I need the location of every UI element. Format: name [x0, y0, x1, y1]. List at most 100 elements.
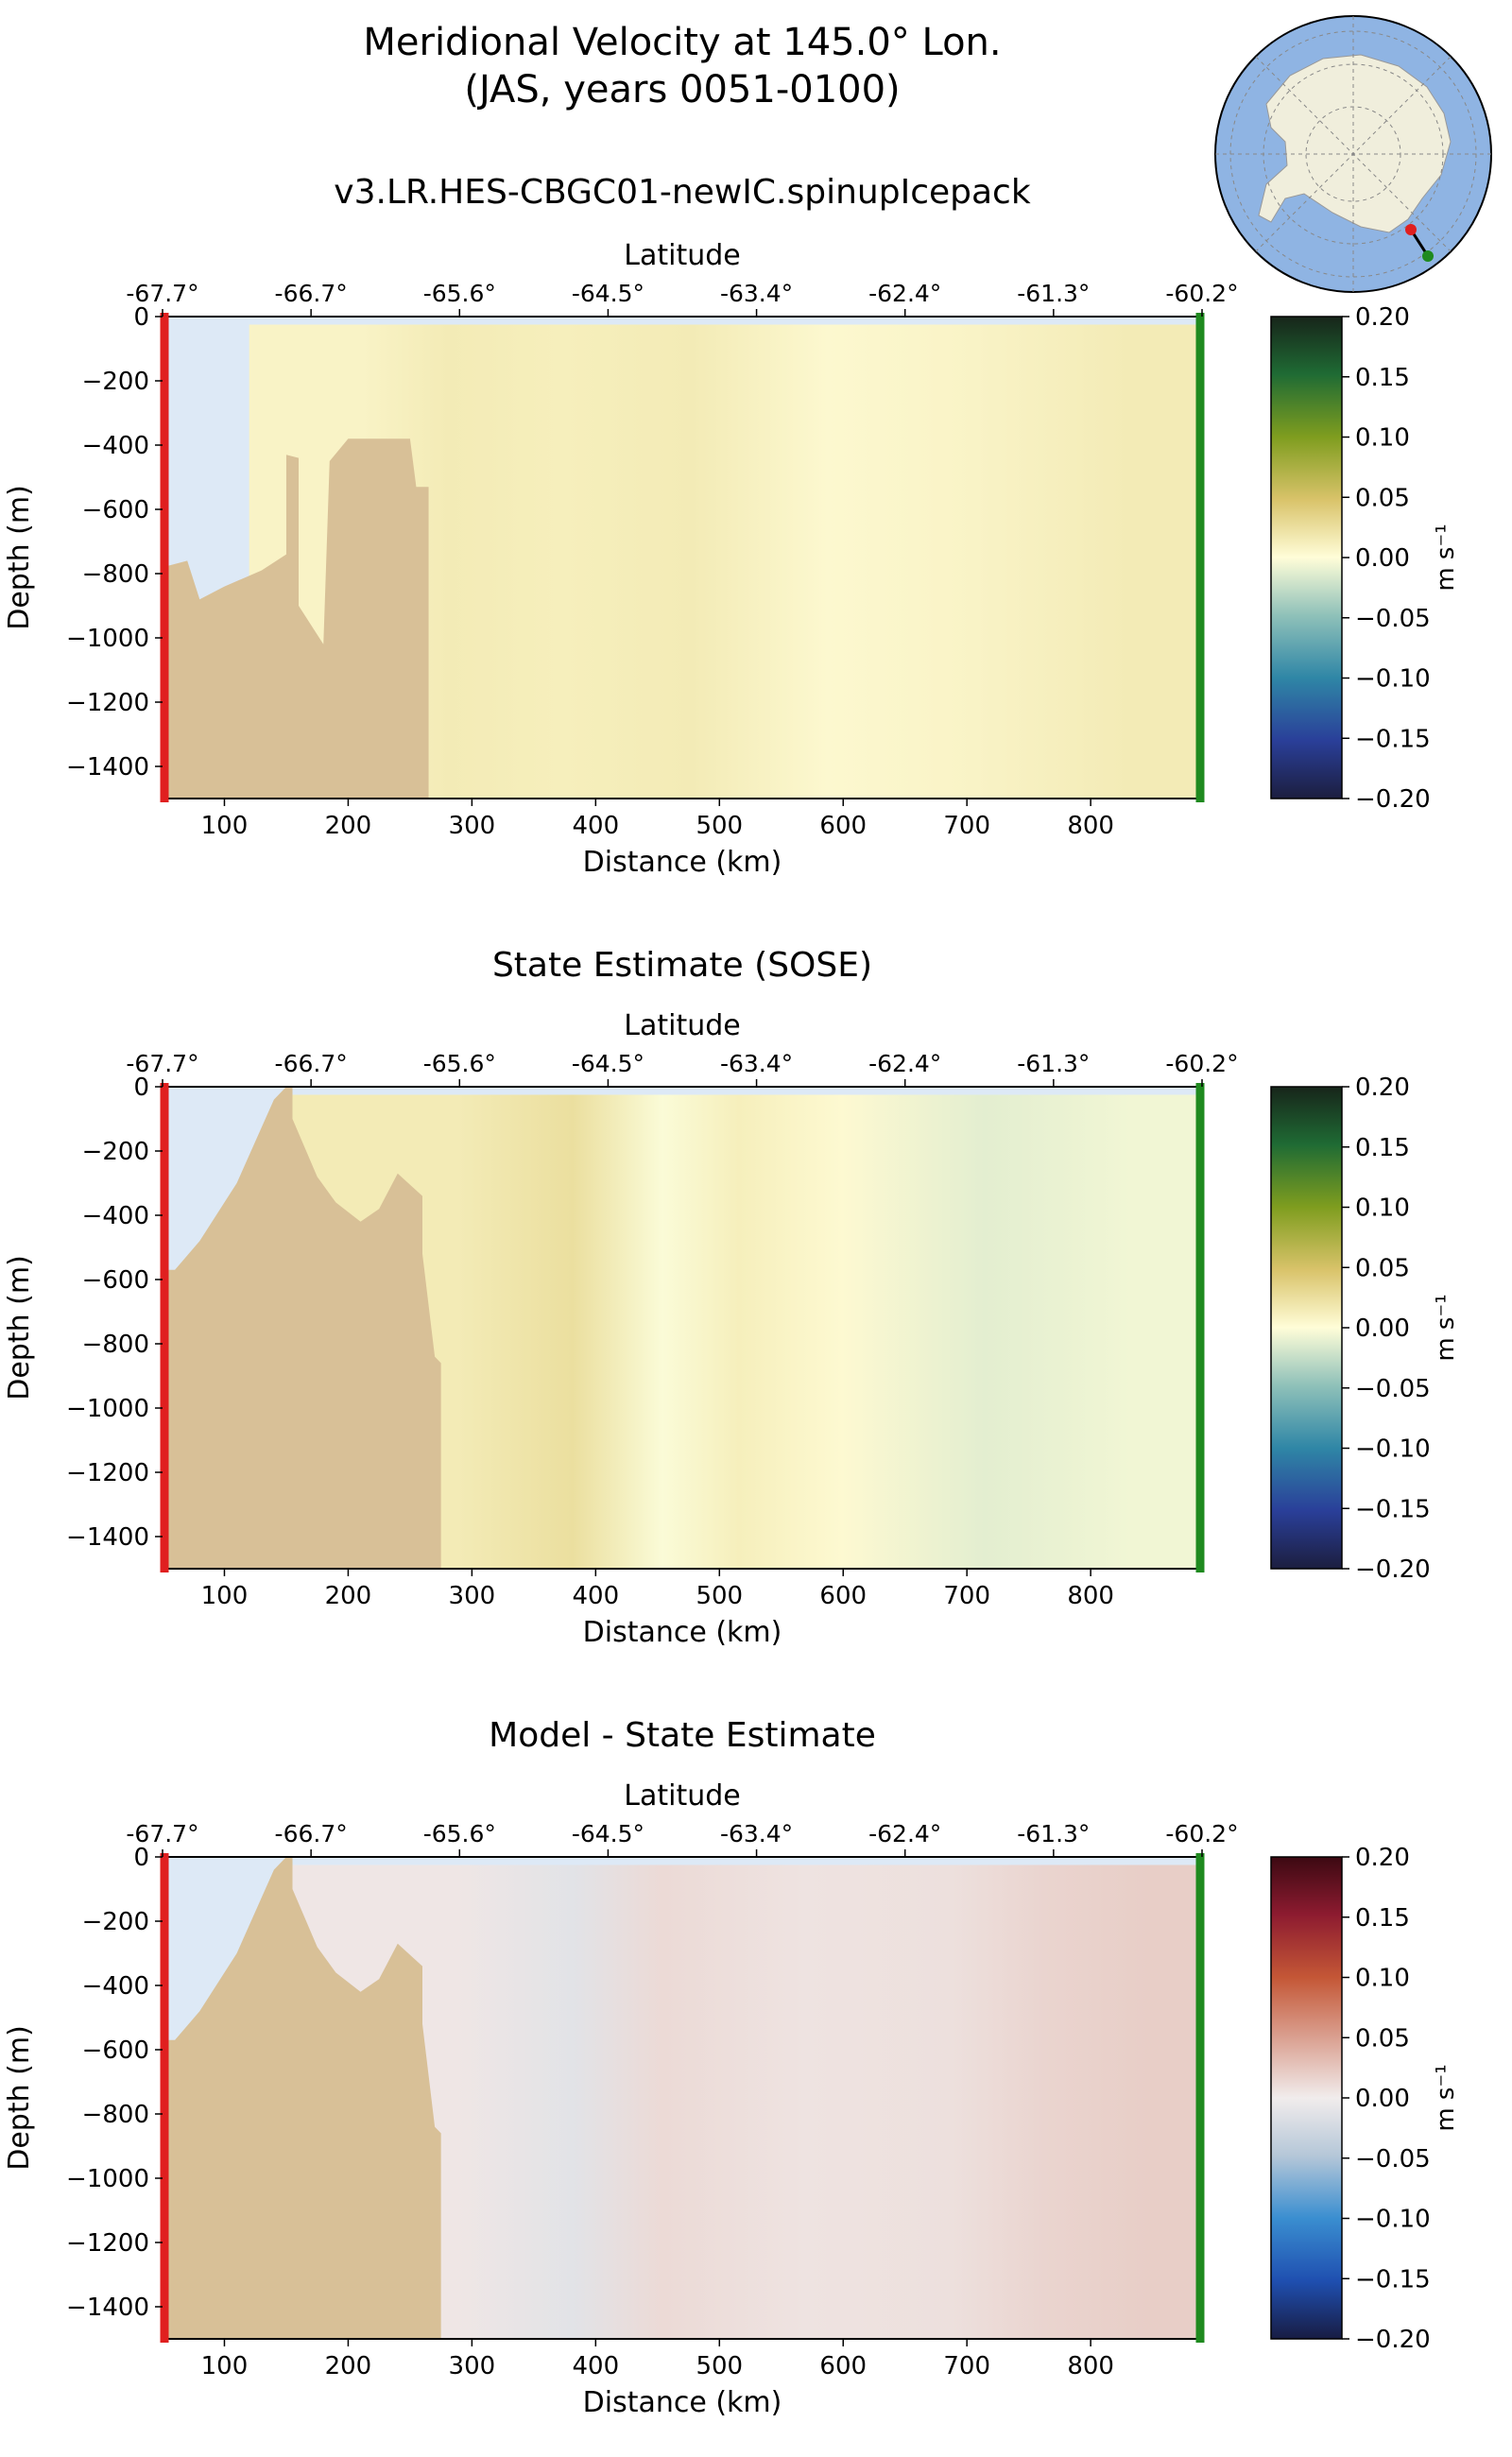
location-inset-map: [1214, 15, 1492, 293]
latitude-tick-label: -60.2°: [1165, 1820, 1238, 1847]
x-tick-label: 400: [573, 812, 620, 840]
colorbar-tick-label: 0.05: [1355, 2024, 1410, 2053]
x-tick-label: 200: [325, 1582, 372, 1610]
latitude-tick-label: -62.4°: [868, 280, 941, 307]
y-axis-label: Depth (m): [3, 485, 36, 630]
colorbar: [1270, 1856, 1343, 2340]
colorbar-tick-label: −0.20: [1355, 785, 1431, 814]
latitude-tick-label: -64.5°: [572, 1050, 644, 1077]
colorbar-tick-label: −0.10: [1355, 665, 1431, 694]
latitude-tick-label: -60.2°: [1165, 280, 1238, 307]
field-column-4: [633, 1095, 720, 1570]
panel-2: State Estimate (SOSE) 100 200 300 400 500 600 7…: [3, 946, 1460, 1649]
colorbar-tick-label: 0.20: [1355, 1074, 1410, 1102]
latitude-tick-label: -61.3°: [1017, 1820, 1090, 1847]
y-tick-label: −1400: [66, 2294, 149, 2322]
colorbar-label: m s⁻¹: [1432, 2064, 1460, 2131]
x-tick-label: 700: [943, 1582, 990, 1610]
latitude-tick-label: -63.4°: [720, 1050, 793, 1077]
x-tick-label: 300: [449, 2352, 496, 2380]
colorbar-tick-label: 0.20: [1355, 1844, 1410, 1872]
colorbar-tick-label: −0.15: [1355, 2265, 1431, 2294]
field-column-7: [1041, 1095, 1202, 1570]
x-tick-label: 400: [573, 2352, 620, 2380]
field-column-4: [633, 1865, 868, 2340]
colorbar-tick-label: −0.15: [1355, 725, 1431, 753]
y-tick-label: −800: [82, 560, 149, 589]
latitude-tick-label: -62.4°: [868, 1820, 941, 1847]
panel-title: State Estimate (SOSE): [492, 946, 872, 985]
y-tick-label: −1000: [66, 625, 149, 653]
latitude-tick-label: -61.3°: [1017, 280, 1090, 307]
latitude-tick-label: -60.2°: [1165, 1050, 1238, 1077]
latitude-tick-label: -66.7°: [275, 280, 348, 307]
colorbar-tick-label: 0.15: [1355, 1904, 1410, 1933]
surface-layer: [249, 317, 1203, 325]
y-tick-label: −1200: [66, 689, 149, 717]
x-axis-label: Distance (km): [583, 2386, 782, 2419]
y-tick-label: −1000: [66, 1395, 149, 1423]
figure-title-line2: (JAS, years 0051-0100): [464, 68, 900, 112]
figure-title-line1: Meridional Velocity at 145.0° Lon.: [363, 21, 1001, 64]
field-column-4: [571, 325, 719, 799]
map-transect-start-marker: [1405, 224, 1417, 235]
y-tick-label: −1000: [66, 2165, 149, 2193]
latitude-axis-label: Latitude: [624, 1009, 740, 1042]
colorbar-tick-label: −0.20: [1355, 2326, 1431, 2354]
y-tick-label: −200: [82, 1908, 149, 1936]
field-column-7: [1041, 325, 1202, 799]
colorbar-tick-label: 0.15: [1355, 364, 1410, 392]
x-tick-label: 800: [1067, 1582, 1114, 1610]
latitude-tick-label: -61.3°: [1017, 1050, 1090, 1077]
colorbar-tick-label: −0.20: [1355, 1555, 1431, 1584]
bathymetry: [163, 1087, 441, 1569]
latitude-tick-label: -66.7°: [275, 1820, 348, 1847]
field-column-6: [868, 325, 1040, 799]
x-tick-label: 600: [819, 812, 867, 840]
field-column-2: [429, 1095, 546, 1570]
x-tick-label: 300: [449, 812, 496, 840]
surface-layer: [285, 1087, 1202, 1095]
latitude-tick-label: -65.6°: [423, 1820, 496, 1847]
x-axis-label: Distance (km): [583, 846, 782, 879]
y-tick-label: −600: [82, 1266, 149, 1295]
y-tick-label: −600: [82, 496, 149, 524]
panel-title: Model - State Estimate: [489, 1716, 876, 1755]
bathymetry: [163, 1857, 441, 2339]
y-tick-label: −400: [82, 432, 149, 460]
x-tick-label: 800: [1067, 2352, 1114, 2380]
y-axis-label: Depth (m): [3, 2025, 36, 2171]
latitude-tick-label: -67.7°: [126, 1050, 198, 1077]
x-tick-label: 500: [696, 1582, 743, 1610]
x-tick-label: 200: [325, 2352, 372, 2380]
y-tick-label: −1200: [66, 2229, 149, 2258]
field-column-3: [435, 325, 571, 799]
y-tick-label: −800: [82, 1331, 149, 1359]
y-tick-label: −400: [82, 1972, 149, 2001]
field-column-6: [967, 1865, 1078, 2340]
bathymetry: [163, 438, 429, 799]
latitude-tick-label: -65.6°: [423, 280, 496, 307]
latitude-tick-label: -64.5°: [572, 1820, 644, 1847]
x-tick-label: 500: [696, 812, 743, 840]
x-tick-label: 600: [819, 2352, 867, 2380]
x-tick-label: 700: [943, 812, 990, 840]
latitude-tick-label: -64.5°: [572, 280, 644, 307]
y-tick-label: 0: [133, 1074, 149, 1102]
colorbar-label: m s⁻¹: [1432, 1294, 1460, 1361]
x-tick-label: 500: [696, 2352, 743, 2380]
field-column-3: [546, 1095, 633, 1570]
colorbar-tick-label: 0.05: [1355, 1254, 1410, 1282]
y-tick-label: 0: [133, 303, 149, 332]
x-tick-label: 600: [819, 1582, 867, 1610]
panel-1: v3.LR.HES-CBGC01-newIC.spinupIcepack 100 2…: [3, 173, 1460, 879]
field-column-6: [868, 1095, 1040, 1570]
colorbar-tick-label: −0.05: [1355, 2145, 1431, 2174]
x-tick-label: 400: [573, 1582, 620, 1610]
x-axis-label: Distance (km): [583, 1616, 782, 1649]
latitude-axis-label: Latitude: [624, 1779, 740, 1813]
latitude-tick-label: -63.4°: [720, 280, 793, 307]
y-tick-label: −600: [82, 2036, 149, 2065]
latitude-axis-label: Latitude: [624, 239, 740, 272]
